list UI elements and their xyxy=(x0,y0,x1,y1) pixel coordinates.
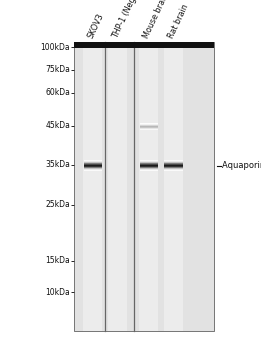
Text: 10kDa: 10kDa xyxy=(45,288,70,297)
Bar xyxy=(164,166,183,167)
Bar xyxy=(140,167,158,168)
Text: THP-1 (Negative control): THP-1 (Negative control) xyxy=(111,0,160,40)
Text: Aquaporin-4 (AQP4): Aquaporin-4 (AQP4) xyxy=(222,161,261,170)
Bar xyxy=(84,165,102,166)
Bar xyxy=(140,162,158,163)
Bar xyxy=(84,166,102,167)
Bar xyxy=(140,166,158,167)
Bar xyxy=(84,162,102,163)
Bar xyxy=(84,160,102,161)
Bar xyxy=(108,42,127,331)
Text: Rat brain: Rat brain xyxy=(167,3,191,40)
Bar xyxy=(74,42,214,48)
Bar xyxy=(164,164,183,165)
Text: SKOV3: SKOV3 xyxy=(86,12,105,40)
Bar xyxy=(139,42,158,331)
Bar xyxy=(164,168,183,169)
Text: 45kDa: 45kDa xyxy=(45,121,70,131)
Bar xyxy=(84,164,102,165)
Bar xyxy=(140,161,158,162)
Text: 75kDa: 75kDa xyxy=(45,65,70,75)
Bar xyxy=(164,170,183,171)
Bar xyxy=(164,161,183,162)
Bar xyxy=(140,163,158,164)
Text: 25kDa: 25kDa xyxy=(45,200,70,209)
Bar xyxy=(140,165,158,166)
Bar xyxy=(140,168,158,169)
Bar xyxy=(84,168,102,169)
Bar xyxy=(84,163,102,164)
Bar xyxy=(164,165,183,166)
Bar xyxy=(84,169,102,170)
Bar xyxy=(140,164,158,165)
Bar xyxy=(74,42,214,331)
Bar xyxy=(164,42,183,331)
Text: Mouse brain: Mouse brain xyxy=(142,0,171,40)
Text: 100kDa: 100kDa xyxy=(40,43,70,52)
Bar xyxy=(84,167,102,168)
Bar xyxy=(83,42,102,331)
Bar xyxy=(164,160,183,161)
Bar xyxy=(164,162,183,163)
Text: 35kDa: 35kDa xyxy=(45,160,70,169)
Bar xyxy=(164,167,183,168)
Bar xyxy=(84,170,102,171)
Bar xyxy=(164,169,183,170)
Bar xyxy=(84,161,102,162)
Text: 60kDa: 60kDa xyxy=(45,88,70,97)
Bar xyxy=(164,163,183,164)
Bar xyxy=(140,170,158,171)
Text: 15kDa: 15kDa xyxy=(45,256,70,265)
Bar xyxy=(140,160,158,161)
Bar xyxy=(140,169,158,170)
